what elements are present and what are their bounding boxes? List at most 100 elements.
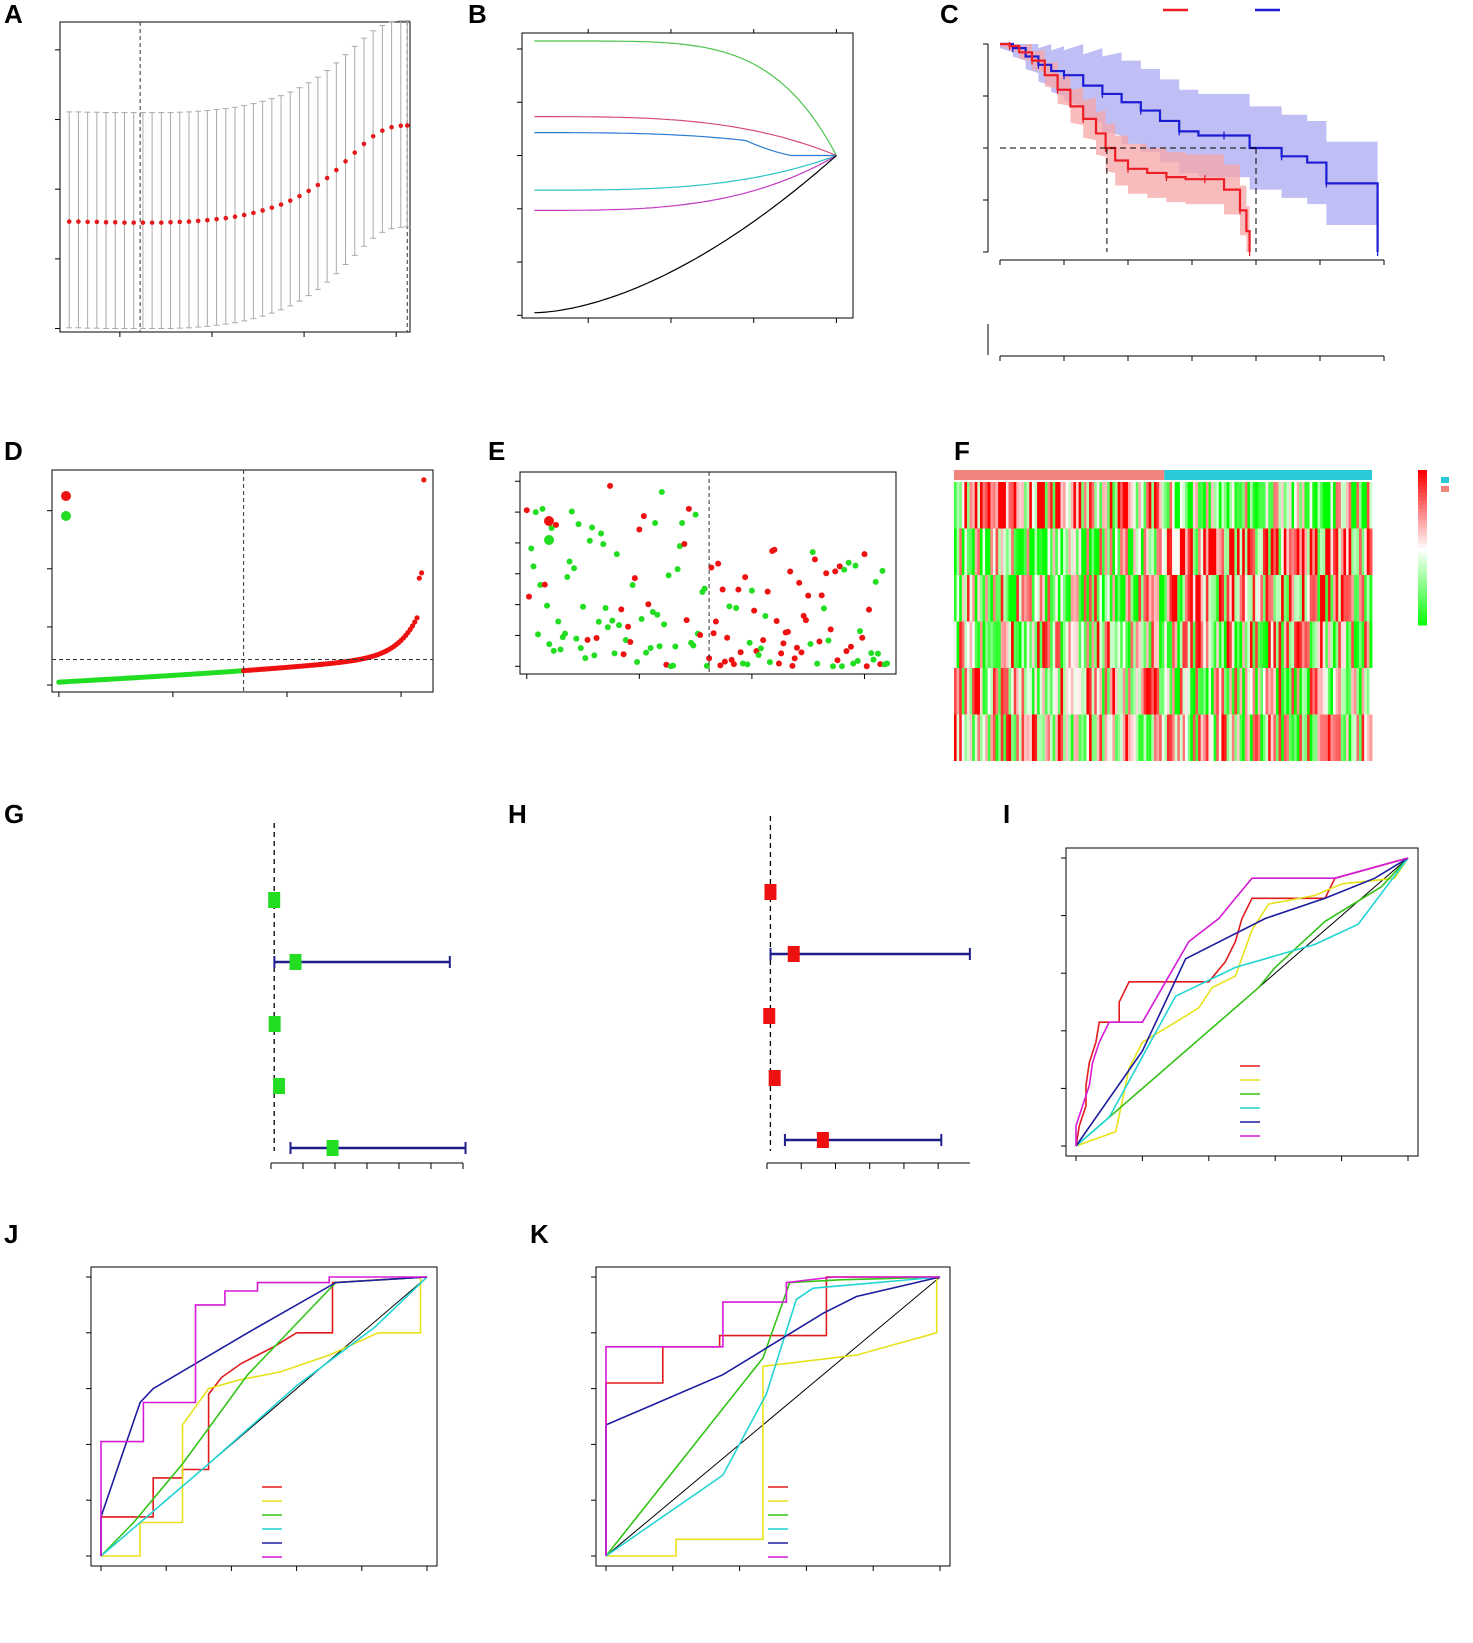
- heatmap-cell: [1270, 668, 1274, 715]
- high-risk-point: [418, 570, 425, 576]
- heatmap-cell: [1195, 668, 1199, 715]
- heatmap-cell: [1260, 668, 1264, 715]
- heatmap-cell: [1322, 482, 1326, 529]
- heatmap-cell: [990, 482, 994, 529]
- scale-swatch: [1418, 566, 1427, 572]
- heatmap-cell: [1104, 528, 1108, 575]
- alive-point: [652, 520, 659, 527]
- heatmap-cell: [1333, 621, 1337, 668]
- roc-curve-3: [1075, 857, 1409, 1147]
- heatmap-cell: [1063, 714, 1067, 761]
- alive-point: [629, 582, 636, 589]
- heatmap-cell: [1013, 482, 1017, 529]
- heatmap-cell: [1047, 528, 1051, 575]
- heatmap-cell: [964, 621, 968, 668]
- heatmap-cell: [1198, 482, 1202, 529]
- heatmap-cell: [1011, 575, 1015, 622]
- heatmap-cell: [1039, 621, 1043, 668]
- heatmap-cell: [1335, 668, 1339, 715]
- heatmap-cell: [1312, 714, 1316, 761]
- heatmap-cell: [1265, 528, 1269, 575]
- heatmap-cell: [1242, 528, 1246, 575]
- heatmap-cell: [1224, 528, 1228, 575]
- heatmap-cell: [1164, 482, 1168, 529]
- heatmap-cell: [1073, 575, 1077, 622]
- heatmap-cell: [1192, 575, 1196, 622]
- heatmap-cell: [1221, 528, 1225, 575]
- scale-swatch: [1418, 485, 1427, 490]
- heatmap-cell: [972, 482, 976, 529]
- alive-point: [595, 618, 602, 625]
- alive-point: [703, 662, 710, 669]
- heatmap-cell: [1091, 714, 1095, 761]
- deviance-point: [269, 205, 275, 210]
- heatmap-cell: [1182, 714, 1186, 761]
- heatmap-cell: [1140, 528, 1144, 575]
- heatmap-cell: [1343, 528, 1347, 575]
- heatmap-cell: [1011, 528, 1015, 575]
- plot-frame: [90, 1266, 438, 1567]
- heatmap-cell: [995, 482, 999, 529]
- plot-frame: [1065, 847, 1419, 1157]
- heatmap-cell: [1286, 714, 1290, 761]
- heatmap-cell: [1164, 575, 1168, 622]
- heatmap-cell: [1146, 528, 1150, 575]
- heatmap-cell: [1146, 482, 1150, 529]
- panel-letter-k: K: [530, 1219, 549, 1249]
- heatmap-cell: [1252, 668, 1256, 715]
- heatmap-cell: [1148, 621, 1152, 668]
- heatmap-cell: [1192, 482, 1196, 529]
- heatmap-cell: [1192, 528, 1196, 575]
- scale-swatch: [1418, 551, 1427, 556]
- heatmap-cell: [1140, 575, 1144, 622]
- scale-type-low-swatch: [1441, 486, 1449, 492]
- heatmap-cell: [1179, 528, 1183, 575]
- scale-swatch: [1418, 508, 1427, 514]
- dead-point: [636, 526, 643, 533]
- heatmap-cell: [1234, 528, 1238, 575]
- heatmap-cell: [985, 528, 989, 575]
- heatmap-cell: [1283, 621, 1287, 668]
- plot-frame: [519, 471, 897, 675]
- heatmap-cell: [1000, 621, 1004, 668]
- heatmap-cell: [1003, 668, 1007, 715]
- heatmap-cell: [977, 528, 981, 575]
- heatmap-cell: [1330, 714, 1334, 761]
- alive-point: [870, 656, 877, 663]
- panel-letter-c: C: [940, 0, 959, 29]
- hazard-marker: [273, 1078, 286, 1094]
- heatmap-cell: [1174, 668, 1178, 715]
- heatmap-cell: [1275, 668, 1279, 715]
- heatmap-cell: [1346, 668, 1350, 715]
- dead-point: [721, 658, 728, 665]
- heatmap-cell: [1081, 668, 1085, 715]
- heatmap-cell: [1026, 714, 1030, 761]
- heatmap-cell: [1065, 714, 1069, 761]
- heatmap-cell: [1275, 575, 1279, 622]
- heatmap-cell: [998, 528, 1002, 575]
- heatmap-cell: [1218, 668, 1222, 715]
- heatmap-cell: [1050, 668, 1054, 715]
- heatmap-cell: [1249, 575, 1253, 622]
- alive-point: [528, 545, 535, 552]
- roc-curve-0: [100, 1276, 428, 1556]
- dead-point: [710, 630, 717, 637]
- heatmap-cell: [1314, 482, 1318, 529]
- heatmap-cell: [1177, 621, 1181, 668]
- dead-point: [742, 574, 749, 581]
- heatmap-cell: [1252, 714, 1256, 761]
- heatmap-cell: [1117, 528, 1121, 575]
- heatmap-cell: [1070, 668, 1074, 715]
- heatmap-cell: [1273, 621, 1277, 668]
- alive-point: [748, 587, 755, 594]
- heatmap-cell: [1348, 528, 1352, 575]
- deviance-point: [131, 220, 136, 225]
- alive-point: [852, 562, 859, 569]
- heatmap-cell: [1146, 668, 1150, 715]
- heatmap-cell: [1208, 714, 1212, 761]
- heatmap-cell: [1055, 482, 1059, 529]
- heatmap-cell: [1070, 528, 1074, 575]
- heatmap-cell: [1234, 575, 1238, 622]
- heatmap-cell: [979, 621, 983, 668]
- heatmap-cell: [1234, 482, 1238, 529]
